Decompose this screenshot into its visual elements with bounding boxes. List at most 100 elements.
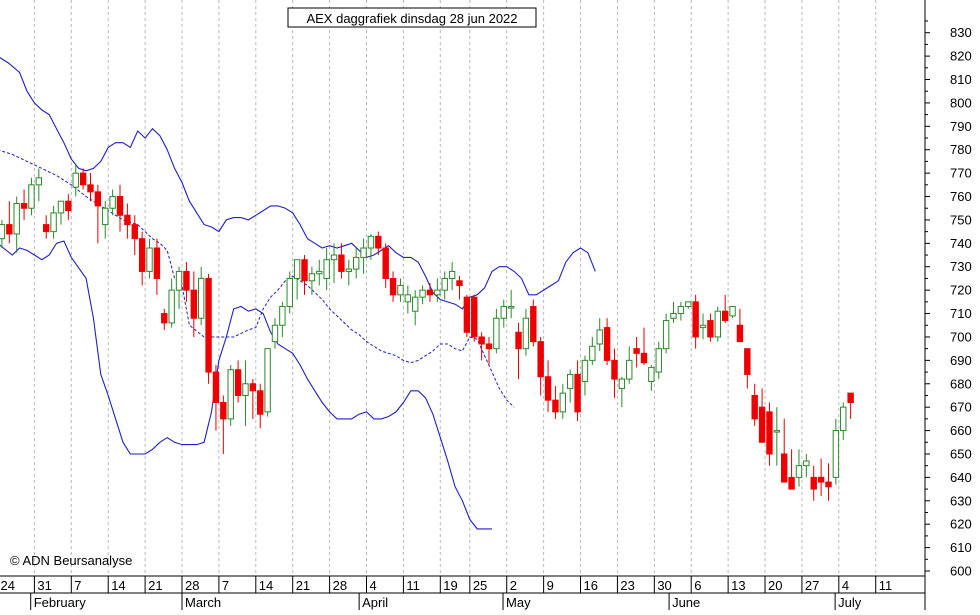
candle-body xyxy=(677,306,685,315)
candle-body xyxy=(721,310,729,322)
candle-body xyxy=(847,392,854,403)
candle xyxy=(0,219,6,249)
candle-body xyxy=(412,296,419,312)
candle xyxy=(662,313,670,354)
candle-body xyxy=(692,301,699,338)
x-tick-label: 9 xyxy=(547,578,554,593)
candle xyxy=(124,203,131,239)
candle-body xyxy=(65,200,72,212)
candle xyxy=(352,248,360,279)
candle-body xyxy=(220,401,227,420)
candle xyxy=(729,306,736,319)
candle xyxy=(264,348,271,417)
candle-body xyxy=(57,200,65,214)
candle-body xyxy=(544,376,552,401)
x-tick-label: 6 xyxy=(694,578,701,593)
x-tick-label: 11 xyxy=(879,578,893,593)
candle xyxy=(375,231,382,256)
candle xyxy=(736,308,744,343)
candle xyxy=(65,194,72,220)
candle xyxy=(471,294,478,342)
candle-body xyxy=(102,207,109,226)
candle xyxy=(840,402,847,440)
candle xyxy=(559,383,567,419)
y-axis: 600 610 620 630 640 650 660 670 680 690 700 710 720 7… xyxy=(924,0,972,610)
candle xyxy=(87,173,94,202)
candle xyxy=(404,285,412,314)
candle xyxy=(714,306,721,342)
candle xyxy=(28,177,35,216)
x-tick-label: 16 xyxy=(584,578,598,593)
candle xyxy=(640,327,648,366)
candle-body xyxy=(751,394,758,420)
candle-body xyxy=(234,369,242,396)
candle-body xyxy=(338,254,345,272)
candle-body xyxy=(463,296,471,333)
candle-body xyxy=(146,247,153,272)
candle-body xyxy=(323,259,330,279)
candle xyxy=(72,163,79,197)
month-label: May xyxy=(506,595,531,610)
candle xyxy=(515,322,522,380)
candle-body xyxy=(552,399,559,413)
candle xyxy=(234,360,242,403)
month-label: June xyxy=(672,595,700,610)
y-tick-label: 630 xyxy=(950,493,972,508)
month-label: April xyxy=(362,595,388,610)
y-tick-label: 650 xyxy=(950,446,972,461)
candle-body xyxy=(611,359,618,380)
candle-body xyxy=(507,306,515,309)
x-tick-label: 4 xyxy=(370,578,377,593)
chart-title: AEX daggrafiek dinsdag 28 jun 2022 xyxy=(306,11,517,26)
candle xyxy=(323,248,330,291)
candle-body xyxy=(175,270,183,291)
candle-body xyxy=(729,306,736,317)
candle-body xyxy=(116,196,124,216)
candle-body xyxy=(352,256,360,270)
candle-body xyxy=(795,465,803,478)
candle xyxy=(257,383,264,429)
candle-body xyxy=(648,366,655,382)
candle xyxy=(611,348,618,398)
y-tick-label: 710 xyxy=(950,306,972,321)
candle-body xyxy=(766,411,773,455)
y-tick-label: 820 xyxy=(950,49,972,64)
candle-body xyxy=(618,378,626,389)
x-tick-label: 24 xyxy=(1,578,15,593)
candles xyxy=(0,163,854,501)
candle-body xyxy=(330,254,338,261)
candle-body xyxy=(589,345,596,361)
y-tick-label: 800 xyxy=(950,95,972,110)
candle xyxy=(596,318,603,351)
candle xyxy=(389,271,397,302)
candle-body xyxy=(20,203,28,209)
candle-body xyxy=(109,196,116,209)
candle xyxy=(825,463,832,501)
bollinger-bands xyxy=(0,57,596,530)
candle-body xyxy=(832,430,840,478)
candle-body xyxy=(662,320,670,350)
candle xyxy=(57,200,65,225)
candle-body xyxy=(530,306,537,343)
candle-body xyxy=(448,270,456,279)
candle xyxy=(308,266,316,295)
candle-body xyxy=(825,481,832,488)
candle-body xyxy=(249,383,257,392)
candle xyxy=(677,301,685,321)
candle xyxy=(744,348,751,389)
candle xyxy=(707,313,714,342)
month-label: July xyxy=(838,595,862,610)
candle-body xyxy=(161,313,168,324)
candle xyxy=(242,360,249,426)
candle-body xyxy=(367,235,375,249)
candle xyxy=(43,215,50,239)
candle-body xyxy=(655,348,662,373)
upper-band-line xyxy=(0,57,596,310)
candle-body xyxy=(6,224,13,235)
candle xyxy=(670,301,677,323)
candle xyxy=(94,184,102,244)
candle-body xyxy=(124,214,131,226)
candle xyxy=(441,271,448,300)
moving-average-line xyxy=(0,149,515,408)
